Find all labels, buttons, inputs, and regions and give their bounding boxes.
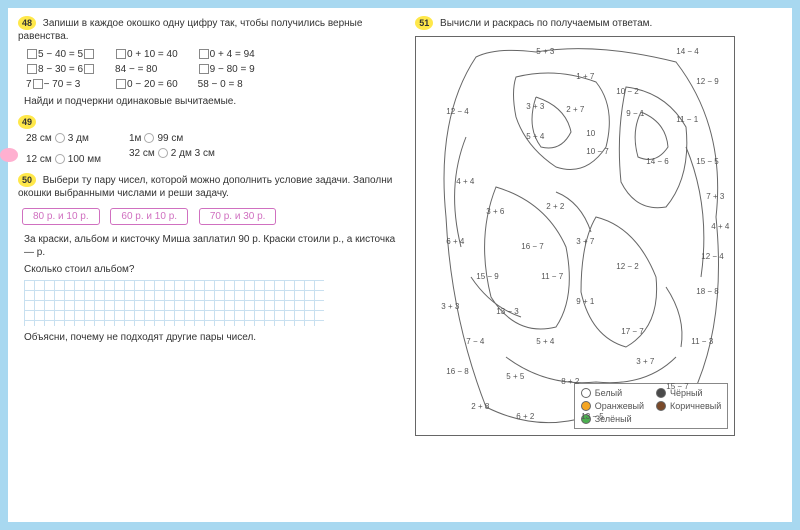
puzzle-equation: 2 + 7 — [566, 105, 584, 114]
puzzle-equation: 6 + 2 — [516, 412, 534, 421]
puzzle-equation: 17 − 7 — [621, 327, 643, 336]
story-1: За краски, альбом и кисточку Миша заплат… — [24, 233, 405, 259]
legend-item: Белый — [581, 388, 644, 398]
equations-48: 5 − 40 = 5 8 − 30 = 6 7− 70 = 3 0 + 10 =… — [26, 49, 405, 90]
task-49-num: 49 — [18, 115, 36, 129]
compare-right-col: 1м99 см 32 см2 дм 3 см — [129, 133, 215, 165]
puzzle-equation: 1 + 7 — [576, 72, 594, 81]
puzzle-equation: 13 − 3 — [496, 307, 518, 316]
puzzle-equation: 8 + 2 — [561, 377, 579, 386]
task-50-num: 50 — [18, 173, 36, 187]
puzzle-equation: 12 − 9 — [696, 77, 718, 86]
legend-item: Оранжевый — [581, 401, 644, 411]
puzzle-equation: 5 + 4 — [536, 337, 554, 346]
task-50-footnote: Объясни, почему не подходят другие пары … — [24, 332, 405, 343]
puzzle-equation: 14 − 6 — [646, 157, 668, 166]
puzzle-equation: 15 − 9 — [476, 272, 498, 281]
puzzle-equation: 13 − 5 — [581, 412, 603, 421]
puzzle-equation: 12 − 4 — [446, 107, 468, 116]
puzzle-equation: 10 − 7 — [586, 147, 608, 156]
task-51-num: 51 — [415, 16, 433, 30]
puzzle-equation: 15 − 5 — [696, 157, 718, 166]
puzzle-equation: 11 − 3 — [691, 337, 713, 346]
task-51-text: Вычисли и раскрась по получаемым ответам… — [440, 18, 652, 29]
puzzle-equation: 16 − 8 — [446, 367, 468, 376]
puzzle-equation: 7 − 4 — [466, 337, 484, 346]
puzzle-equation: 4 + 4 — [456, 177, 474, 186]
pair-1[interactable]: 80 р. и 10 р. — [22, 208, 100, 225]
pair-2[interactable]: 60 р. и 10 р. — [110, 208, 188, 225]
task-48-note: Найди и подчеркни одинаковые вычитаемые. — [24, 96, 405, 107]
puzzle-equation: 10 − 2 — [616, 87, 638, 96]
pair-3[interactable]: 70 р. и 30 р. — [199, 208, 277, 225]
answer-grid[interactable] — [24, 280, 324, 326]
puzzle-equation: 7 + 3 — [706, 192, 724, 201]
task-50-text: Выбери ту пару чисел, которой можно допо… — [18, 175, 392, 199]
puzzle-equation: 12 − 4 — [701, 252, 723, 261]
puzzle-equation: 10 — [586, 129, 595, 138]
coloring-puzzle[interactable]: БелыйЧёрныйОранжевыйКоричневыйЗелёный 5 … — [415, 36, 735, 436]
puzzle-equation: 15 − 7 — [666, 382, 688, 391]
puzzle-equation: 5 + 5 — [506, 372, 524, 381]
puzzle-equation: 14 − 4 — [676, 47, 698, 56]
puzzle-equation: 3 + 7 — [636, 357, 654, 366]
puzzle-equation: 11 − 1 — [676, 115, 698, 124]
puzzle-equation: 9 − 1 — [626, 109, 644, 118]
compare-left-col: 28 см3 дм 12 см100 мм — [26, 133, 101, 165]
puzzle-equation: 4 + 4 — [711, 222, 729, 231]
color-legend: БелыйЧёрныйОранжевыйКоричневыйЗелёный — [574, 383, 729, 429]
task-48-num: 48 — [18, 16, 36, 30]
puzzle-equation: 6 + 4 — [446, 237, 464, 246]
puzzle-equation: 3 + 6 — [486, 207, 504, 216]
puzzle-equation: 12 − 2 — [616, 262, 638, 271]
puzzle-equation: 3 + 3 — [526, 102, 544, 111]
story-2: Сколько стоил альбом? — [24, 263, 405, 276]
puzzle-equation: 18 − 8 — [696, 287, 718, 296]
puzzle-equation: 2 + 8 — [471, 402, 489, 411]
puzzle-equation: 9 + 1 — [576, 297, 594, 306]
puzzle-equation: 2 + 2 — [546, 202, 564, 211]
puzzle-equation: 11 − 7 — [541, 272, 563, 281]
task-48-text: Запиши в каждое окошко одну цифру так, ч… — [18, 18, 362, 42]
puzzle-equation: 5 + 4 — [526, 132, 544, 141]
puzzle-equation: 3 + 7 — [576, 237, 594, 246]
puzzle-equation: 16 − 7 — [521, 242, 543, 251]
puzzle-equation: 5 + 3 — [536, 47, 554, 56]
legend-item: Коричневый — [656, 401, 721, 411]
puzzle-equation: 3 + 3 — [441, 302, 459, 311]
